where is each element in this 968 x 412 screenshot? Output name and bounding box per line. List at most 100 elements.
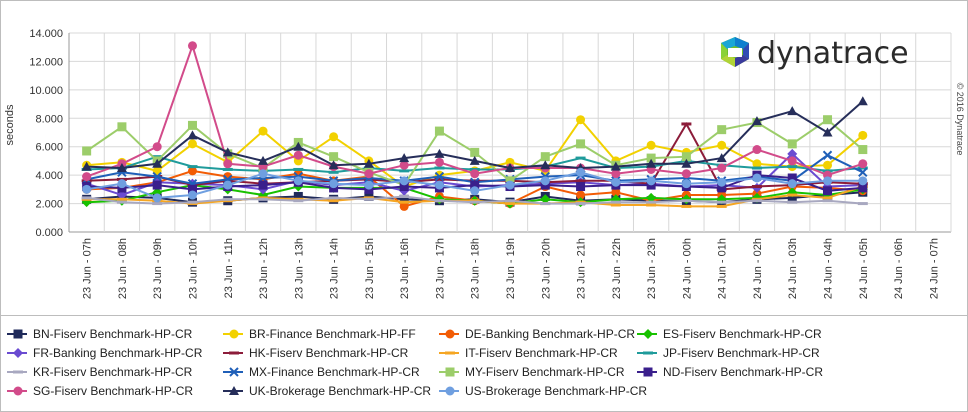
data-point [858,167,868,178]
y-tick-label: 14.000 [29,28,63,40]
legend-item[interactable]: ES-Fiserv Benchmark-HP-CR [637,324,822,344]
legend-marker [229,367,239,377]
data-point [823,160,833,170]
data-point [470,180,480,190]
data-point [328,196,339,200]
legend-item[interactable]: JP-Fiserv Benchmark-HP-CR [637,343,820,363]
data-point [81,161,92,171]
y-tick-label: 6.000 [35,142,63,154]
data-point [152,158,163,168]
data-point [823,186,833,196]
legend-item[interactable]: US-Brokerage Benchmark-HP-CR [439,381,647,401]
y-tick-label: 12.000 [29,56,63,68]
x-tick-label: 23 Jun - 17h [434,238,446,299]
legend-item[interactable]: UK-Brokerage Benchmark-HP-CR [223,381,431,401]
series-uk-brokerage [81,96,868,173]
data-point [222,167,233,171]
legend-swatch [223,329,243,339]
legend-swatch [439,367,459,377]
x-tick-label: 24 Jun - 07h [928,238,940,299]
data-point [752,145,762,155]
data-point [716,200,727,204]
data-point [681,122,692,126]
data-point [787,148,798,159]
data-point [187,165,198,169]
data-point [434,166,445,170]
data-point [399,200,410,204]
legend-item[interactable]: BN-Fiserv Benchmark-HP-CR [7,324,192,344]
legend-label: FR-Banking Benchmark-HP-CR [33,346,203,360]
data-point [293,150,303,160]
x-tick-label: 23 Jun - 20h [540,238,552,299]
x-tick-label: 23 Jun - 18h [470,238,482,299]
legend-label: MX-Finance Benchmark-HP-CR [249,365,420,379]
legend-marker [229,329,239,339]
data-point [858,159,868,169]
data-point [293,199,304,203]
legend-marker [13,370,23,374]
x-tick-label: 24 Jun - 06h [893,238,905,299]
x-tick-label: 23 Jun - 12h [258,238,270,299]
data-point [328,199,339,203]
y-tick-label: 8.000 [35,113,63,125]
data-point [717,163,727,173]
data-point [82,184,92,194]
data-point [610,200,621,204]
legend-item[interactable]: ND-Fiserv Benchmark-HP-CR [637,362,823,382]
legend-swatch [223,351,243,355]
legend-swatch [637,329,657,339]
data-point [469,200,480,204]
data-point [187,190,197,200]
data-point [434,199,445,203]
legend-marker [229,386,239,395]
data-point [681,179,691,189]
legend-item[interactable]: MX-Finance Benchmark-HP-CR [223,362,420,382]
legend-item[interactable]: DE-Banking Benchmark-HP-CR [439,324,635,344]
data-point [116,197,127,201]
legend-item[interactable]: FR-Banking Benchmark-HP-CR [7,343,202,363]
data-point [399,201,409,211]
x-tick-label: 23 Jun - 08h [117,238,129,299]
series-kr-fiserv [81,194,868,206]
legend-marker [229,351,239,355]
legend-swatch [7,329,27,339]
legend-swatch [7,370,27,374]
legend-swatch [223,386,243,395]
data-point [540,152,550,162]
legend-item[interactable]: KR-Fiserv Benchmark-HP-CR [7,362,192,382]
legend-label: DE-Banking Benchmark-HP-CR [465,327,636,341]
data-point [328,170,339,174]
data-point [117,122,127,132]
data-point [363,158,374,168]
y-tick-label: 10.000 [29,85,63,97]
data-point [751,185,762,189]
legend-item[interactable]: BR-Finance Benchmark-HP-FF [223,324,416,344]
data-point [822,199,833,203]
data-point [399,169,410,173]
data-point [399,160,409,170]
legend-item[interactable]: SG-Fiserv Benchmark-HP-CR [7,381,193,401]
data-point [787,165,798,169]
legend-marker [13,386,23,396]
legend-marker [445,329,455,339]
legend-label: ND-Fiserv Benchmark-HP-CR [663,365,824,379]
legend-label: HK-Fiserv Benchmark-HP-CR [249,346,409,360]
data-point [787,156,797,166]
legend-item[interactable]: HK-Fiserv Benchmark-HP-CR [223,343,408,363]
data-point [681,152,691,162]
data-point [787,193,797,203]
series-lines [81,41,868,211]
data-point [434,148,445,158]
legend-swatch [223,367,243,377]
data-point [258,126,268,136]
line-chart: 0.000 2.000 4.000 6.000 8.000 10.000 12.000 14.… [4,28,965,299]
data-point [329,152,339,162]
data-point [646,200,657,204]
data-point [858,183,868,193]
legend-label: JP-Fiserv Benchmark-HP-CR [663,346,820,360]
data-point [822,150,833,160]
data-point [116,163,127,173]
legend-item[interactable]: IT-Fiserv Benchmark-HP-CR [439,343,618,363]
data-point [540,202,551,206]
legend-item[interactable]: MY-Fiserv Benchmark-HP-CR [439,362,625,382]
